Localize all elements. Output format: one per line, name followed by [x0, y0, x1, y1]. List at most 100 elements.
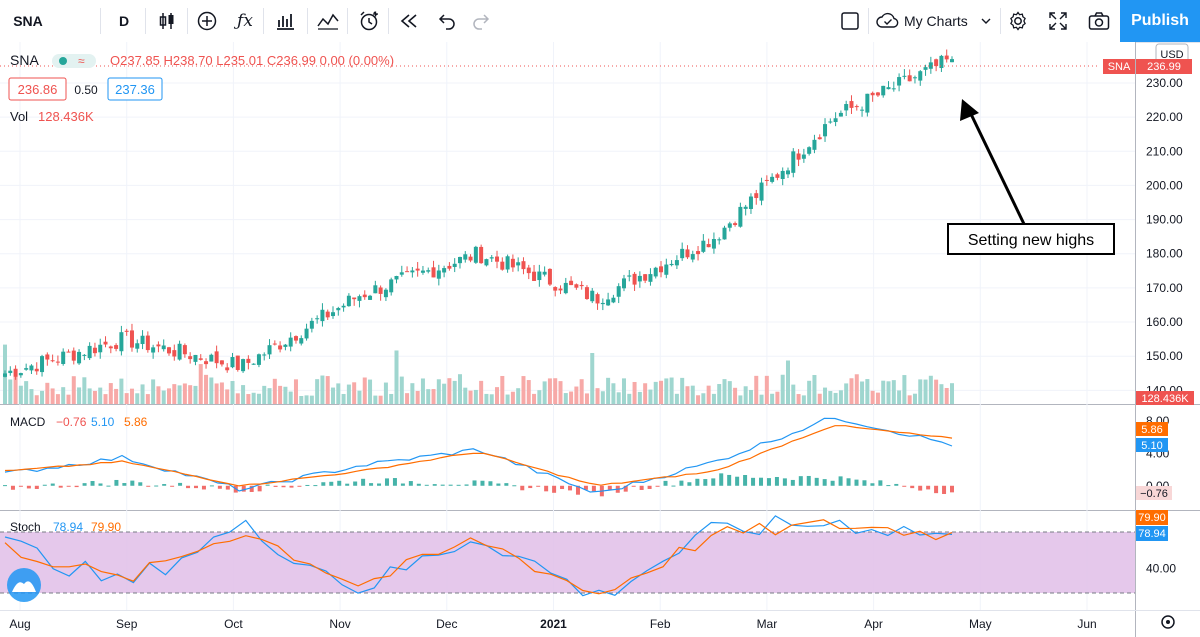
volume-bar: [272, 378, 277, 404]
financials-icon[interactable]: [267, 0, 303, 42]
camera-snapshot-icon[interactable]: [1082, 0, 1116, 42]
settings-gear-icon[interactable]: [1002, 0, 1034, 42]
macd-hist-bar: [512, 485, 517, 487]
candle-body: [188, 356, 193, 360]
macd-hist-bar: [265, 484, 270, 486]
chart-area[interactable]: 140.00150.00160.00170.00180.00190.00200.…: [0, 42, 1200, 637]
candles-icon[interactable]: [150, 0, 184, 42]
select-layout-square-icon[interactable]: [834, 0, 866, 42]
macd-hist-bar: [583, 485, 588, 490]
market-status-pill[interactable]: [52, 54, 96, 68]
candle-body: [648, 274, 653, 282]
replay-icon[interactable]: [392, 0, 426, 42]
volume-bar: [193, 385, 198, 404]
volume-bar: [748, 389, 753, 404]
volume-bar: [764, 375, 769, 404]
volume-bar: [526, 380, 531, 404]
candle-body: [590, 290, 595, 302]
volume-bar: [722, 379, 727, 404]
candle-body: [743, 206, 748, 209]
volume-bar: [40, 390, 45, 404]
symbol-search-button[interactable]: SNA: [13, 13, 43, 29]
volume-bar: [542, 381, 547, 404]
macd-hist-bar: [950, 485, 954, 493]
volume-bar: [378, 395, 383, 404]
volume-bar: [140, 384, 145, 404]
volume-bar: [82, 377, 87, 404]
interval-button[interactable]: D: [118, 13, 130, 29]
volume-bar: [690, 385, 695, 404]
candle-body: [98, 344, 103, 353]
candle-body: [8, 370, 13, 374]
macd-hist-bar: [416, 483, 421, 486]
time-axis[interactable]: Aug Sep Oct Nov Dec 2021 Feb Mar Apr May Jun: [9, 617, 1096, 631]
candle-body: [643, 274, 648, 281]
publish-button[interactable]: Publish: [1120, 0, 1200, 42]
stoch-band: [0, 532, 1135, 593]
candle-body: [235, 355, 240, 370]
volume-bar: [643, 383, 648, 404]
sell-button[interactable]: [8, 77, 67, 101]
undo-icon[interactable]: [430, 0, 464, 42]
volume-bar: [674, 393, 679, 404]
volume-bar: [505, 394, 510, 404]
candle-body: [733, 223, 738, 226]
annotation[interactable]: Setting new highs: [947, 99, 1115, 255]
add-indicator-icon[interactable]: [190, 0, 224, 42]
legend-symbol[interactable]: SNA: [10, 52, 39, 68]
macd-hist-bar: [751, 477, 756, 486]
tradingview-logo[interactable]: [7, 568, 41, 602]
volume-bar: [944, 387, 949, 404]
settings-gear-icon[interactable]: [1161, 615, 1175, 629]
candle-body: [944, 55, 949, 60]
candle-body: [738, 206, 743, 227]
volume-bar: [611, 383, 616, 404]
macd-hist-bar: [289, 485, 294, 488]
macd-hist-bar: [305, 484, 310, 486]
candle-body: [600, 302, 605, 305]
stoch-label[interactable]: Stoch: [10, 520, 41, 534]
compare-icon[interactable]: [310, 0, 346, 42]
candle-body: [50, 360, 55, 362]
price-axis[interactable]: 140.00150.00160.00170.00180.00190.00200.…: [1146, 76, 1183, 575]
volume-bar: [103, 394, 108, 404]
volume-bar: [574, 386, 579, 404]
volume-bar: [288, 391, 293, 404]
candle-body: [891, 88, 896, 90]
volume-bar: [600, 391, 605, 404]
svg-text:79.90: 79.90: [1138, 512, 1166, 524]
chevron-down-icon[interactable]: [978, 0, 994, 42]
volume-bar: [939, 384, 944, 404]
candle-body: [881, 85, 886, 96]
candle-body: [870, 92, 875, 96]
macd-hist-bar: [26, 485, 31, 489]
volume-bar: [341, 393, 346, 404]
volume-bar: [452, 380, 457, 404]
candle-body: [849, 101, 854, 108]
macd-hist-bar: [193, 485, 198, 489]
candle-body: [817, 137, 822, 140]
layout-name[interactable]: My Charts: [904, 13, 968, 29]
macd-hist-bar: [82, 483, 87, 486]
indicators-fx-icon[interactable]: ƒx: [237, 11, 253, 31]
candle-body: [45, 354, 50, 360]
buy-button[interactable]: [107, 77, 163, 101]
macd-label[interactable]: MACD: [10, 415, 46, 429]
macd-hist-bar: [432, 484, 437, 486]
alert-clock-icon[interactable]: [352, 0, 386, 42]
macd-hist-bar: [281, 485, 286, 488]
macd-hist-bar: [440, 484, 445, 486]
candle-body: [114, 345, 119, 349]
volume-bar: [500, 375, 505, 404]
volume-bar: [870, 390, 875, 404]
macd-hist-bar: [58, 485, 63, 488]
candle-body: [632, 273, 637, 285]
volume-bar: [225, 389, 230, 404]
macd-hist-bar: [854, 479, 859, 486]
volume-bar: [495, 387, 500, 404]
redo-icon[interactable]: [464, 0, 498, 42]
fullscreen-icon[interactable]: [1042, 0, 1074, 42]
volume-bar: [590, 352, 595, 404]
price-tick-label: 230.00: [1146, 76, 1183, 90]
tilde-icon: ≈: [78, 54, 85, 68]
